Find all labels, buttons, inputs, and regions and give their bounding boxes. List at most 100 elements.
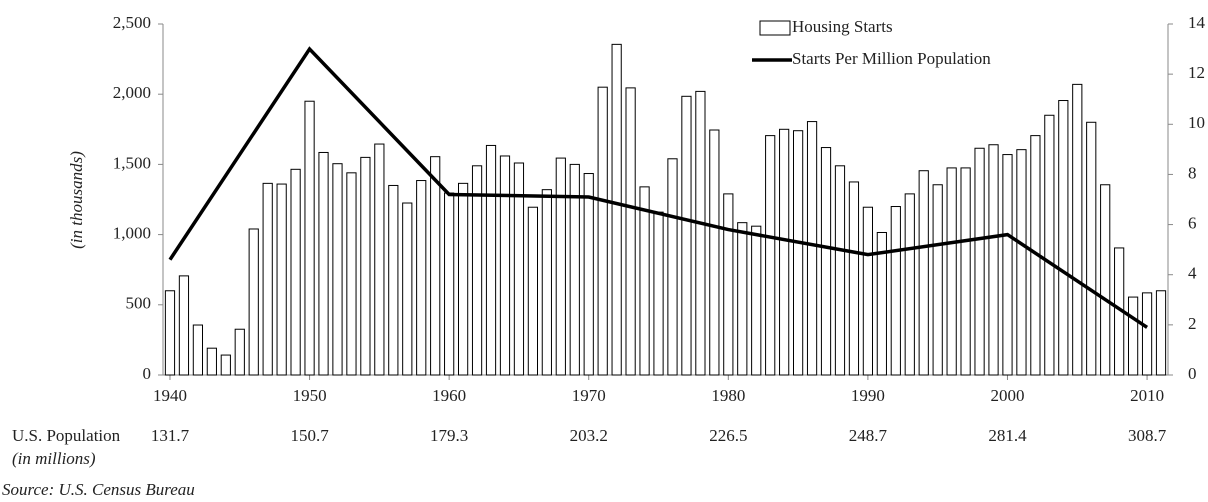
bar [374, 143, 385, 376]
bar [555, 157, 566, 376]
bar [192, 324, 204, 376]
bar [890, 206, 901, 376]
bar [318, 151, 329, 376]
bar [262, 182, 273, 376]
bar [485, 144, 497, 376]
bar [513, 162, 525, 376]
population-value: 281.4 [988, 426, 1027, 445]
bar [206, 347, 217, 376]
population-value: 131.7 [151, 426, 190, 445]
bar [820, 147, 832, 376]
bar [834, 165, 846, 376]
bar [248, 228, 259, 376]
y-tick-label: 2,500 [113, 13, 151, 32]
x-tick-label: 2010 [1130, 386, 1164, 405]
y-tick-label: 0 [143, 364, 152, 383]
bar [1044, 114, 1055, 376]
bar [695, 90, 706, 376]
bar [1086, 121, 1097, 376]
population-value: 150.7 [290, 426, 329, 445]
bar [276, 183, 287, 376]
source: Source: U.S. Census Bureau [2, 480, 195, 499]
bar [1016, 149, 1027, 376]
x-tick-label: 2000 [990, 386, 1024, 405]
population-sublabel: (in millions) [12, 449, 96, 468]
bar [416, 180, 427, 376]
bar [848, 181, 860, 376]
bar [1002, 154, 1013, 376]
y-tick-label: 1,000 [113, 224, 151, 243]
bar [946, 167, 957, 376]
y2-tick-label: 2 [1188, 314, 1197, 333]
x-tick-label: 1970 [572, 386, 606, 405]
y2-tick-label: 4 [1188, 264, 1197, 283]
bar [737, 222, 748, 376]
bar [346, 172, 357, 376]
population-value: 248.7 [849, 426, 888, 445]
y2-tick-label: 6 [1188, 213, 1197, 232]
y2-tick-label: 12 [1188, 63, 1205, 82]
bar [862, 206, 874, 376]
y2-tick-label: 0 [1188, 364, 1197, 383]
x-tick-label: 1990 [851, 386, 885, 405]
bar [709, 129, 720, 376]
line [168, 46, 1149, 329]
bar [806, 121, 818, 376]
bar [611, 43, 622, 376]
bar [876, 231, 887, 376]
bar [653, 211, 664, 376]
y2-tick-label: 8 [1188, 163, 1197, 182]
bar [597, 86, 608, 376]
bar [569, 163, 580, 376]
bar [304, 100, 315, 376]
bar [402, 202, 413, 376]
bar [625, 87, 636, 376]
bar [988, 144, 999, 376]
bar [164, 290, 176, 376]
population-value: 226.5 [709, 426, 747, 445]
bar [918, 170, 929, 376]
bar [723, 193, 734, 376]
y2-tick-label: 10 [1188, 113, 1205, 132]
y-tick-label: 1,500 [113, 153, 151, 172]
bar [779, 128, 790, 376]
bar [765, 135, 776, 376]
bar [444, 192, 455, 376]
bar [1100, 184, 1111, 376]
bar [541, 189, 552, 376]
population-value: 179.3 [430, 426, 468, 445]
bar [583, 173, 594, 376]
x-tick-label: 1960 [432, 386, 466, 405]
bar [904, 193, 915, 376]
y-tick-label: 500 [126, 294, 152, 313]
x-tick-label: 1950 [293, 386, 327, 405]
legend-label: Starts Per Million Population [792, 49, 991, 68]
bar [792, 130, 804, 376]
population-label: U.S. Population [12, 426, 121, 445]
bar [527, 206, 539, 376]
bar [751, 225, 762, 376]
legend-label: Housing Starts [792, 17, 893, 36]
x-tick-label: 1940 [153, 386, 187, 405]
bar [388, 184, 399, 376]
y-axis-label: (in thousands) [67, 151, 86, 249]
bar [639, 186, 650, 376]
bar [1058, 100, 1069, 376]
bar [234, 328, 245, 376]
bar [1127, 296, 1139, 376]
y2-tick-label: 14 [1188, 13, 1206, 32]
bar [1141, 292, 1153, 376]
bar [471, 165, 483, 376]
bar [667, 158, 678, 376]
bar [1155, 290, 1167, 376]
bar [430, 156, 441, 376]
bar [1072, 83, 1083, 376]
bar [681, 95, 692, 376]
bar [360, 156, 371, 376]
bar [932, 184, 943, 376]
y-tick-label: 2,000 [113, 83, 151, 102]
bar [960, 167, 971, 376]
bar [457, 182, 469, 376]
bar [499, 155, 511, 376]
